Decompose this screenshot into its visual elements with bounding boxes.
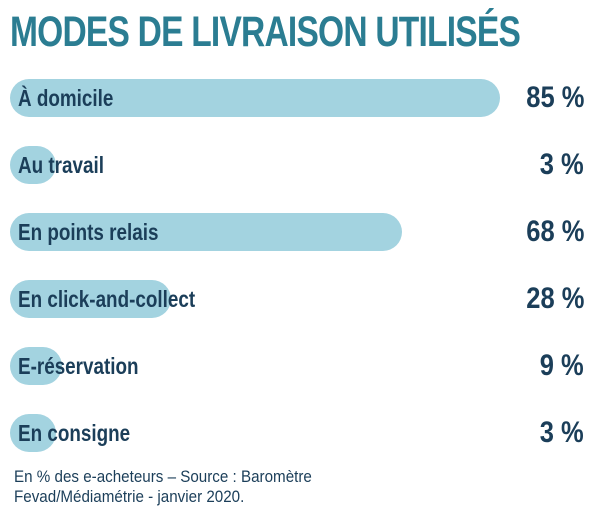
bar-row: En points relais 68 % [0,213,600,251]
category-label: En consigne [18,420,131,446]
bar-row: En consigne 3 % [0,414,600,452]
category-label: En click-and-collect [18,286,196,312]
value-label: 28 % [525,282,584,315]
bar-row: Au travail 3 % [0,146,600,184]
value-label: 3 % [540,416,584,449]
category-label: E-réservation [18,353,139,379]
value-label: 9 % [540,349,584,382]
bar-row: En click-and-collect 28 % [0,280,600,318]
category-label: Au travail [18,152,104,178]
bar-row: E-réservation 9 % [0,347,600,385]
value-label: 85 % [525,81,584,114]
bar [10,414,56,452]
source-note: En % des e-acheteurs – Source : Baromètr… [14,468,312,506]
value-label: 3 % [540,148,584,181]
category-label: À domicile [18,85,114,111]
bar-row: À domicile 85 % [0,79,600,117]
bar [10,347,62,385]
value-label: 68 % [525,215,584,248]
bar [10,79,500,117]
category-label: En points relais [18,219,159,245]
bar [10,213,402,251]
bar [10,146,56,184]
chart-title: MODES DE LIVRAISON UTILISÉS [10,8,521,56]
bar [10,280,172,318]
